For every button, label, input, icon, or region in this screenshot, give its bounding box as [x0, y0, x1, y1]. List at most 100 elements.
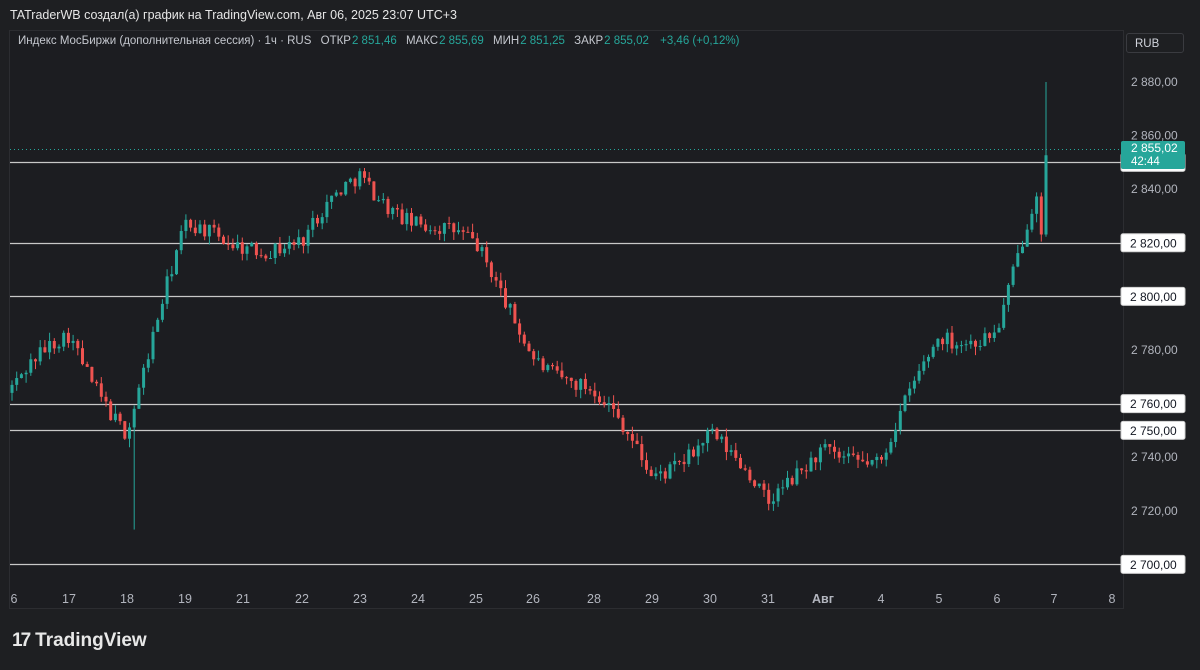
- candle-body: [588, 389, 592, 391]
- candle-body: [419, 216, 423, 225]
- candle-body: [179, 231, 183, 251]
- candle-body: [104, 396, 108, 402]
- candle-body: [348, 178, 352, 182]
- candle-body: [626, 431, 630, 435]
- chart-panel[interactable]: [9, 30, 1124, 609]
- chart-attribution: TATraderWB создал(а) график на TradingVi…: [10, 8, 457, 22]
- price-markers: 2 850,002 820,002 800,002 760,002 750,00…: [1120, 140, 1186, 574]
- candle-body: [762, 483, 766, 490]
- candle-body: [57, 346, 61, 349]
- candle-body: [513, 304, 517, 324]
- high-label: МАКС: [405, 35, 439, 47]
- candle-body: [1044, 155, 1048, 235]
- time-tick-label: 19: [178, 592, 192, 606]
- candle-body: [795, 468, 799, 485]
- price-tick-label: 2 720,00: [1131, 504, 1178, 518]
- candle-body: [1030, 213, 1034, 230]
- candle-body: [983, 333, 987, 346]
- candle-body: [809, 457, 813, 472]
- candle-body: [710, 428, 714, 431]
- time-tick-label: 5: [936, 592, 943, 606]
- candle-body: [579, 378, 583, 390]
- candle-body: [687, 449, 691, 465]
- time-tick-label: 4: [878, 592, 885, 606]
- time-tick-label: 6: [994, 592, 1001, 606]
- candle-body: [696, 445, 700, 457]
- currency-button[interactable]: RUB: [1126, 33, 1184, 53]
- time-axis[interactable]: 6 17 18 19 21 22 23 24 25 26 28 29 30 31 Авг 4 5 6 7 8: [11, 592, 1116, 606]
- candle-body: [475, 238, 479, 252]
- candle-body: [193, 227, 197, 234]
- candle-body: [527, 343, 531, 352]
- candle-body: [532, 351, 536, 360]
- time-tick-label: 7: [1051, 592, 1058, 606]
- time-tick-label: 31: [761, 592, 775, 606]
- time-tick-label: 17: [62, 592, 76, 606]
- candle-body: [598, 396, 601, 403]
- candle-body: [217, 227, 221, 237]
- candle-body: [800, 468, 804, 471]
- candle-body: [574, 380, 578, 390]
- candle-body: [1011, 266, 1015, 285]
- candle-body: [621, 417, 625, 432]
- candle-body: [682, 461, 686, 465]
- candle-body: [386, 198, 390, 215]
- candle-body: [612, 403, 616, 409]
- candle-body: [828, 444, 832, 447]
- candle-body: [71, 340, 75, 343]
- candle-body: [264, 255, 268, 259]
- candle-body: [870, 460, 874, 465]
- candle-body: [790, 477, 794, 485]
- time-tick-label: 22: [295, 592, 309, 606]
- candle-body: [593, 390, 597, 397]
- candle-body: [414, 216, 418, 226]
- candle-body: [146, 359, 150, 368]
- price-tick-label: 2 740,00: [1131, 450, 1178, 464]
- candle-body: [889, 441, 893, 453]
- candle-body: [541, 358, 545, 371]
- candle-body: [10, 384, 14, 393]
- candle-body: [715, 428, 719, 440]
- tradingview-logo[interactable]: 17 TradingView: [12, 630, 147, 652]
- candle-body: [278, 243, 282, 254]
- candle-body: [969, 340, 973, 345]
- candle-body: [771, 501, 775, 504]
- candle-body: [240, 242, 244, 254]
- candle-body: [673, 460, 677, 465]
- candle-body: [781, 487, 785, 489]
- candle-body: [922, 361, 926, 371]
- candle-body: [339, 192, 343, 195]
- price-tick-label: 2 880,00: [1131, 75, 1178, 89]
- candle-body: [175, 250, 178, 275]
- candle-body: [85, 364, 89, 367]
- symbol-title[interactable]: Индекс МосБиржи (дополнительная сессия) …: [18, 35, 312, 47]
- candle-body: [128, 427, 131, 439]
- candle-body: [635, 440, 639, 445]
- close-label: ЗАКР: [574, 35, 604, 47]
- candle-body: [602, 402, 606, 405]
- candle-body: [903, 395, 907, 411]
- price-tick-label: 2 860,00: [1131, 129, 1178, 143]
- candle-body: [569, 377, 573, 381]
- candle-body: [198, 224, 202, 234]
- candle-body: [668, 464, 672, 479]
- candle-body: [410, 212, 413, 226]
- time-tick-label: 21: [236, 592, 250, 606]
- candle-body: [743, 468, 747, 470]
- candle-body: [912, 380, 916, 389]
- candle-body: [457, 230, 460, 233]
- candle-body: [964, 344, 968, 346]
- candle-body: [649, 469, 653, 477]
- candle-body: [395, 208, 399, 210]
- candle-body: [292, 242, 296, 245]
- candle-body: [461, 230, 465, 232]
- candle-body: [231, 244, 235, 249]
- candle-body: [489, 262, 493, 278]
- candle-body: [663, 471, 667, 479]
- close-value: 2 855,02: [604, 35, 649, 47]
- candle-body: [720, 436, 724, 440]
- candle-body: [729, 450, 733, 453]
- candle-body: [212, 224, 216, 228]
- candle-body: [43, 347, 47, 353]
